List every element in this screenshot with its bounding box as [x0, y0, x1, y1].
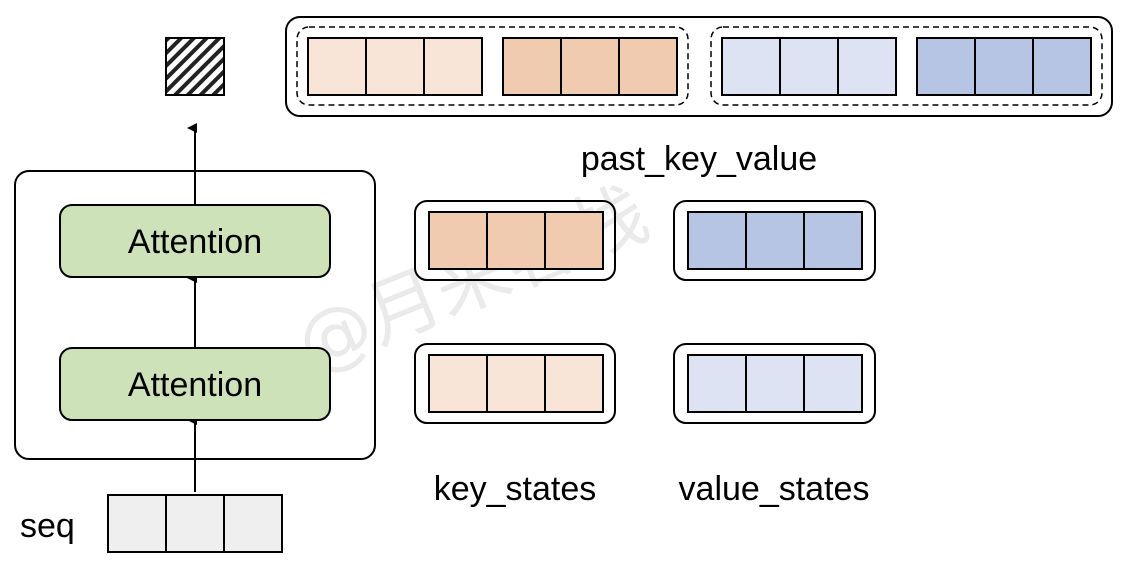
token-cell — [745, 354, 805, 413]
value-group-block — [721, 37, 897, 96]
past-kv-value-group — [710, 26, 1103, 106]
attention-block-upper: Attention — [59, 204, 331, 278]
token-cell — [486, 354, 546, 413]
key-states-new-container — [414, 200, 616, 281]
token-cell — [803, 211, 863, 270]
seq-cells — [107, 494, 283, 553]
token-cell — [1032, 37, 1092, 96]
value-group-block — [916, 37, 1092, 96]
past-kv-container — [285, 16, 1113, 117]
attention-label: Attention — [128, 366, 262, 404]
past-kv-key-group — [296, 26, 689, 106]
past-key-value-label: past_key_value — [581, 140, 817, 178]
hatched-square-icon — [165, 37, 225, 96]
attention-label: Attention — [128, 223, 262, 261]
token-cell — [544, 354, 604, 413]
attention-block-lower: Attention — [59, 347, 331, 421]
token-cell — [687, 354, 747, 413]
value-states-new-container — [673, 200, 876, 281]
token-cell — [916, 37, 976, 96]
token-cell — [486, 211, 546, 270]
value-states-block — [687, 354, 863, 413]
token-cell — [365, 37, 425, 96]
token-cell — [721, 37, 781, 96]
token-cell — [544, 211, 604, 270]
key-group-block — [307, 37, 483, 96]
value-states-past-container — [673, 343, 876, 424]
key-group-block — [502, 37, 678, 96]
key-states-blocks — [428, 211, 604, 413]
token-cell — [165, 494, 225, 553]
token-cell — [428, 354, 488, 413]
token-cell — [428, 211, 488, 270]
value-states-label: value_states — [679, 470, 870, 508]
value-states-blocks — [687, 211, 863, 413]
key-states-label: key_states — [434, 470, 597, 508]
key-states-block — [428, 211, 604, 270]
token-cell — [502, 37, 562, 96]
token-cell — [745, 211, 805, 270]
token-cell — [779, 37, 839, 96]
token-cell — [560, 37, 620, 96]
key-states-block — [428, 354, 604, 413]
token-cell — [107, 494, 167, 553]
key-states-past-container — [414, 343, 616, 424]
past-kv-blocks — [307, 37, 1092, 96]
token-cell — [223, 494, 283, 553]
token-cell — [837, 37, 897, 96]
seq-label: seq — [20, 507, 75, 545]
token-cell — [803, 354, 863, 413]
value-states-block — [687, 211, 863, 270]
token-cell — [618, 37, 678, 96]
token-cell — [974, 37, 1034, 96]
token-cell — [307, 37, 367, 96]
token-cell — [423, 37, 483, 96]
seq-token-block — [107, 494, 283, 553]
token-cell — [687, 211, 747, 270]
